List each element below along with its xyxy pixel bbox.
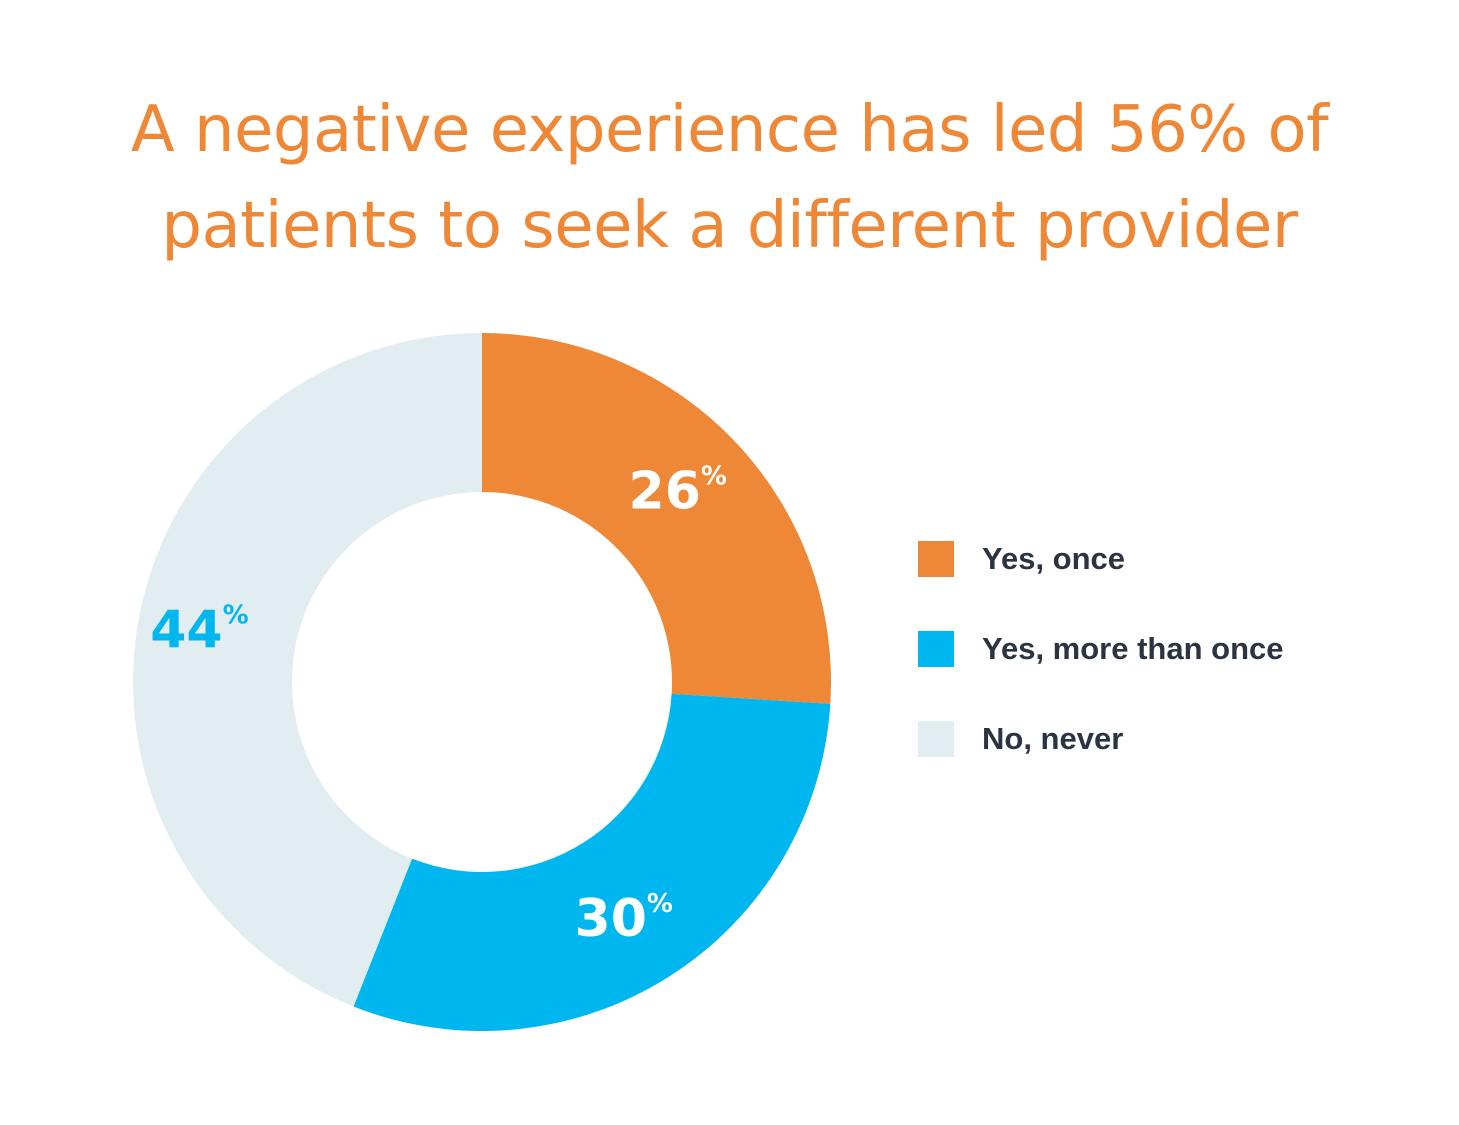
data-label-3: 44% xyxy=(150,601,248,661)
data-label-value: 26 xyxy=(629,462,701,522)
data-label-unit: % xyxy=(647,889,673,919)
donut-slice-2 xyxy=(353,693,831,1031)
legend-label: Yes, more than once xyxy=(982,631,1284,666)
donut-slice-3 xyxy=(132,333,482,1007)
donut-slice-1 xyxy=(482,333,831,704)
data-label-1: 26% xyxy=(629,462,727,522)
data-label-unit: % xyxy=(223,601,249,631)
legend-label: No, never xyxy=(982,721,1124,756)
legend-swatch xyxy=(918,721,954,757)
legend-item: Yes, once xyxy=(918,538,1284,580)
legend-item: No, never xyxy=(918,718,1284,760)
data-label-value: 30 xyxy=(575,889,647,949)
chart-title: A negative experience has led 56% of pat… xyxy=(0,82,1459,274)
data-label-value: 44 xyxy=(150,601,222,661)
chart-title-line-2: patients to seek a different provider xyxy=(161,189,1298,263)
legend-label: Yes, once xyxy=(982,541,1126,576)
data-label-2: 30% xyxy=(575,889,673,949)
legend-item: Yes, more than once xyxy=(918,628,1284,670)
chart-title-line-1: A negative experience has led 56% of xyxy=(130,93,1329,167)
data-label-unit: % xyxy=(701,462,727,492)
legend: Yes, once Yes, more than once No, never xyxy=(918,538,1284,808)
legend-swatch xyxy=(918,541,954,577)
legend-swatch xyxy=(918,631,954,667)
